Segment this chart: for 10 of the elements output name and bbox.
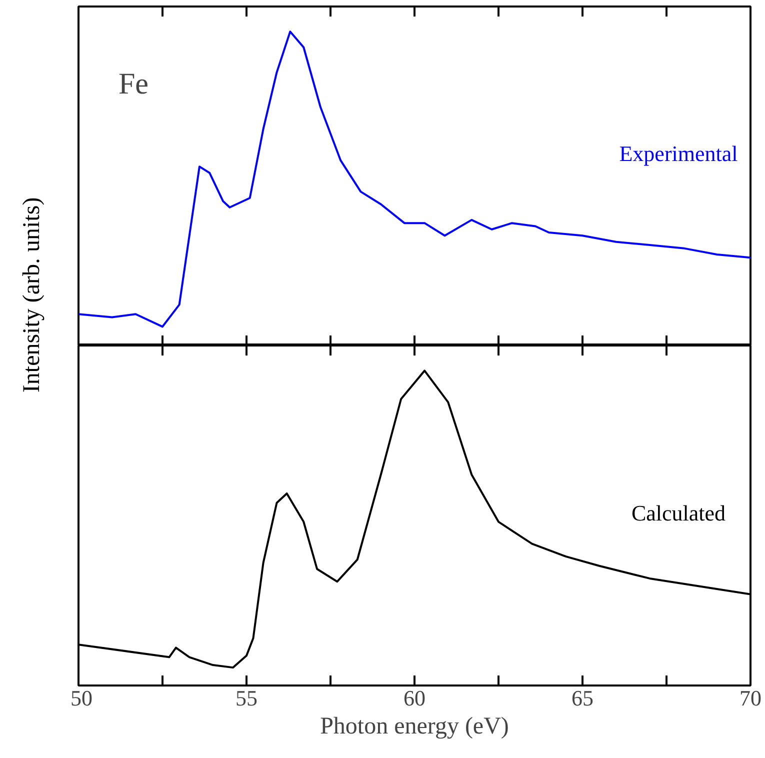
text: Experimental — [619, 141, 738, 166]
x-tick-label: 60 — [404, 686, 426, 710]
x-tick-label: 65 — [572, 686, 594, 710]
text: Calculated — [631, 500, 726, 526]
annotation: Fe — [118, 68, 148, 100]
y-axis-title: Intensity (arb. units) — [19, 197, 45, 393]
x-tick-label: 50 — [70, 686, 92, 710]
x-axis-title: Photon energy (eV) — [320, 714, 509, 740]
x-tick-label: 55 — [236, 686, 258, 710]
x-tick-label: 70 — [740, 686, 762, 710]
